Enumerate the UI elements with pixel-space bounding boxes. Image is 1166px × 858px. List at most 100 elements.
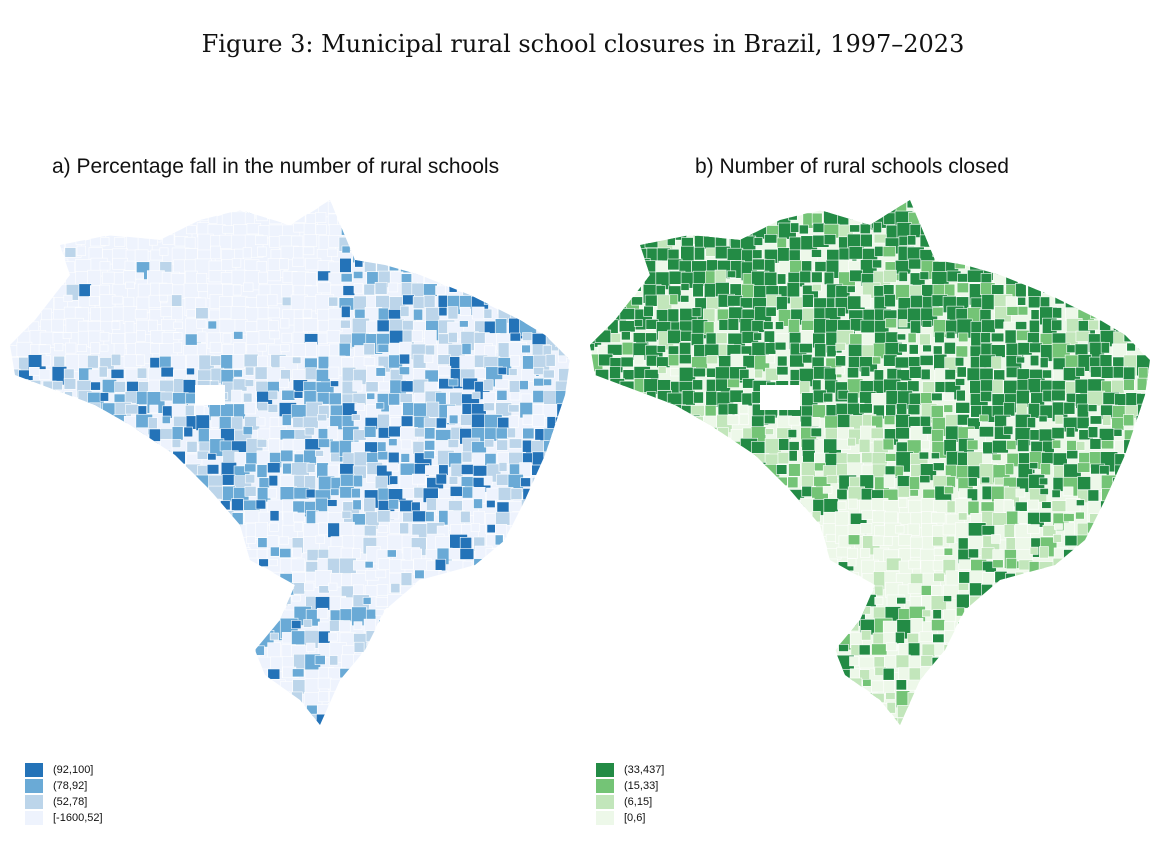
municipality-cell [185,546,196,559]
municipality-cell [472,236,485,248]
municipality-cell [63,620,81,640]
municipality-cell [598,380,611,393]
municipality-cell [1123,270,1133,279]
municipality-cell [896,403,908,416]
municipality-cell [207,606,217,616]
municipality-cell [992,668,1008,682]
municipality-cell [75,546,88,556]
municipality-cell [1015,728,1025,739]
municipality-cell [186,225,197,235]
municipality-cell [328,366,340,379]
municipality-cell [75,714,90,725]
municipality-cell [534,669,545,681]
municipality-cell [111,333,125,344]
municipality-cell [727,414,740,426]
municipality-cell [777,657,793,677]
municipality-cell [16,498,32,515]
municipality-cell [198,643,210,655]
municipality-cell [1052,630,1065,640]
municipality-cell [318,585,330,594]
municipality-cell [113,631,123,643]
municipality-cell [222,631,234,640]
municipality-cell [1149,261,1150,272]
municipality-cell [534,547,550,565]
municipality-cell [124,654,137,667]
municipality-cell [753,237,763,246]
municipality-cell [1113,282,1124,292]
municipality-cell [944,234,960,253]
municipality-cell [898,608,911,621]
municipality-cell [532,679,549,691]
municipality-cell [87,730,95,738]
municipality-cell [945,570,959,587]
municipality-cell [54,476,65,490]
municipality-cell [992,453,1002,461]
municipality-cell [51,426,63,441]
municipality-cell [247,729,261,740]
municipality-cell [656,717,675,725]
municipality-cell [632,425,647,440]
municipality-cell [52,380,63,391]
municipality-cell [1136,730,1149,740]
municipality-cell [507,680,523,694]
municipality-cell [102,666,118,678]
municipality-cell [885,692,896,700]
municipality-cell [220,597,230,607]
municipality-cell [186,367,195,376]
municipality-cell [413,583,428,601]
municipality-cell [646,474,666,493]
municipality-cell [18,488,37,502]
municipality-cell [571,536,580,554]
municipality-cell [271,729,282,740]
municipality-cell [222,523,239,536]
municipality-cell [752,668,763,680]
municipality-cell [822,668,842,688]
municipality-cell [669,200,687,221]
municipality-cell [210,245,221,260]
municipality-cell [1042,234,1053,243]
municipality-cell [161,500,170,508]
municipality-cell [545,594,560,607]
municipality-cell [329,343,340,357]
municipality-cell [847,547,858,559]
municipality-cell [474,631,485,641]
municipality-cell [967,621,978,629]
municipality-cell [447,642,459,656]
municipality-cell [183,703,194,715]
municipality-cell [77,693,92,710]
municipality-cell [590,473,600,487]
municipality-cell [171,306,183,321]
municipality-cell [555,644,569,656]
municipality-cell [149,499,159,507]
municipality-cell [28,476,39,490]
municipality-cell [15,237,25,247]
municipality-cell [679,221,697,234]
municipality-cell [776,620,791,634]
legend-b: (33,437] (15,33] (6,15] [0,6] [596,762,664,826]
municipality-cell [703,582,713,593]
municipality-cell [102,477,112,490]
municipality-cell [423,667,435,678]
municipality-cell [26,213,44,229]
municipality-cell [88,296,100,306]
municipality-cell [53,440,71,461]
municipality-cell [1135,297,1150,311]
municipality-cell [727,522,738,533]
municipality-cell [520,393,532,404]
municipality-cell [473,259,485,270]
municipality-cell [402,294,415,306]
municipality-cell [1135,246,1146,256]
municipality-cell [788,441,800,451]
municipality-cell [1075,245,1091,265]
municipality-cell [799,522,813,535]
municipality-cell [75,224,88,238]
municipality-cell [669,668,679,681]
municipality-cell [907,380,920,392]
municipality-cell [1064,693,1080,712]
municipality-cell [847,571,859,582]
municipality-cell [1076,653,1095,670]
municipality-cell [302,318,318,333]
municipality-cell [956,607,965,617]
municipality-cell [595,213,605,220]
municipality-cell [305,341,318,357]
